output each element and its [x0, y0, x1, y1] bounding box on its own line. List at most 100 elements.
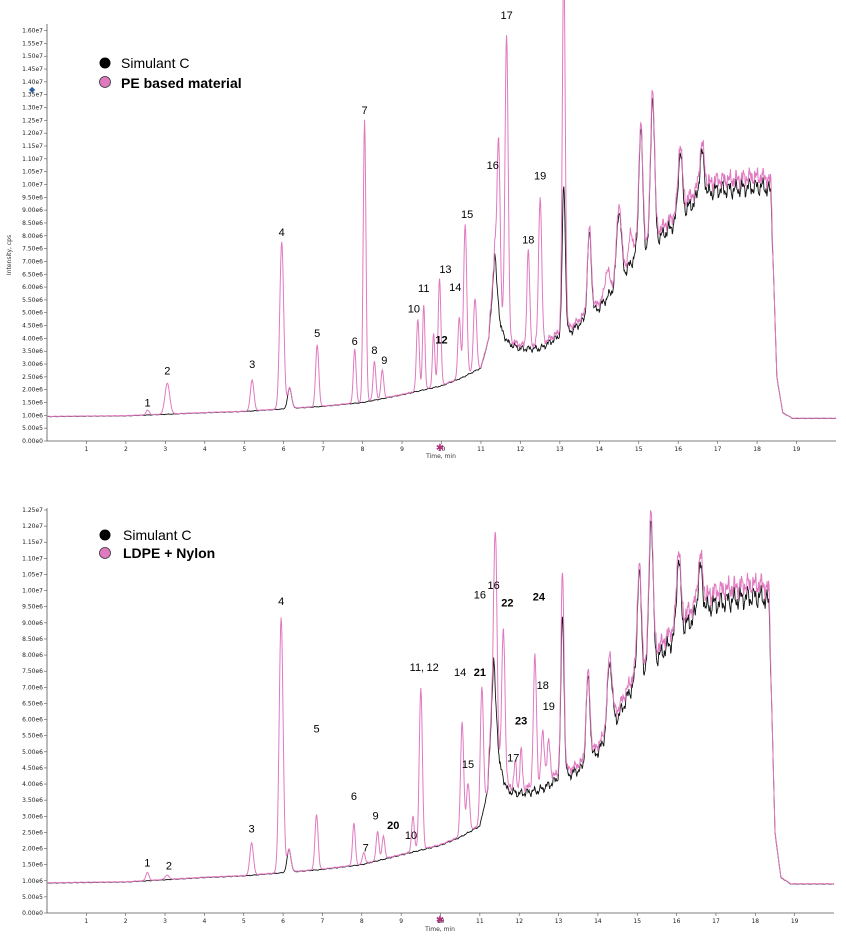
x-tick-label: 1 — [84, 918, 88, 925]
y-tick-label: 5.00e6 — [22, 749, 43, 756]
y-tick-label: 1.45e7 — [22, 66, 43, 73]
x-tick-label: 3 — [163, 446, 167, 453]
x-ticks: 1 2 3 4 5 6 7 8 9 10 11 12 13 14 15 16 17 18 19 — [85, 441, 801, 453]
peak-label: 9 — [373, 811, 379, 823]
y-tick-label: 5.00e6 — [22, 310, 43, 317]
peak-label: 24 — [533, 591, 546, 603]
x-tick-label: 15 — [635, 446, 643, 453]
peak-label: 14 — [449, 282, 461, 294]
y-tick-label: 6.00e6 — [22, 284, 43, 291]
y-ticks: 0.00e0 5.00e5 1.00e6 1.50e6 2.00e6 2.50e6 3.00… — [22, 28, 47, 445]
peak-label: 7 — [363, 843, 369, 855]
y-tick-label: 7.50e6 — [22, 668, 43, 675]
y-tick-label: 8.00e6 — [22, 233, 43, 240]
peak-label: 18 — [522, 234, 534, 246]
legend-marker-simulant-c — [99, 529, 111, 541]
peak-label: 19 — [543, 701, 555, 713]
y-tick-label: 8.00e6 — [22, 652, 43, 659]
peak-label: 6 — [351, 791, 357, 803]
y-tick-label: 6.50e6 — [22, 271, 43, 278]
legend-label-simulant-c: Simulant C — [123, 527, 191, 543]
y-tick-label: 2.50e6 — [22, 374, 43, 381]
y-tick-label: 4.00e6 — [22, 335, 43, 342]
y-tick-label: 8.50e6 — [22, 220, 43, 227]
y-tick-label: 1.00e6 — [22, 412, 43, 419]
y-tick-label: 1.25e7 — [22, 117, 43, 124]
y-tick-label: 1.05e7 — [22, 571, 43, 578]
y-tick-label: 2.50e6 — [22, 829, 43, 836]
y-tick-label: 2.00e6 — [22, 846, 43, 853]
pin-marker-icon[interactable]: ◆ — [29, 85, 36, 94]
x-axis-title: Time, min — [425, 453, 456, 460]
x-tick-label: 18 — [753, 446, 761, 453]
x-tick-label: 4 — [203, 446, 207, 453]
x-ticks: 1 2 3 4 5 6 7 8 9 10 11 12 13 14 15 16 17 18 19 — [84, 913, 799, 925]
y-axis-title: Intensity, cps — [6, 235, 13, 275]
y-tick-label: 4.00e6 — [22, 781, 43, 788]
y-tick-label: 9.50e6 — [22, 604, 43, 611]
x-tick-label: 17 — [712, 918, 720, 925]
peak-label: 2 — [164, 365, 170, 377]
legend: Simulant C LDPE + Nylon — [99, 527, 215, 561]
peak-label: 11 — [418, 283, 429, 295]
y-tick-label: 5.00e5 — [22, 425, 43, 432]
gear-icon[interactable]: ✱ — [436, 443, 444, 454]
x-tick-label: 13 — [556, 446, 564, 453]
y-tick-label: 9.00e6 — [22, 620, 43, 627]
y-tick-label: 1.30e7 — [22, 105, 43, 112]
x-tick-label: 7 — [321, 446, 325, 453]
x-tick-label: 1 — [85, 446, 89, 453]
legend-marker-pe-based-material — [99, 76, 111, 88]
peak-label: 21 — [474, 667, 486, 679]
x-tick-label: 11 — [477, 446, 485, 453]
y-tick-label: 1.35e7 — [22, 92, 43, 99]
x-tick-label: 14 — [595, 446, 603, 453]
peak-label: 11, — [410, 662, 424, 674]
peak-label: 1 — [145, 397, 151, 409]
peak-label: 12 — [427, 662, 439, 674]
x-tick-label: 19 — [791, 918, 799, 925]
y-tick-label: 1.20e7 — [22, 523, 43, 530]
x-tick-label: 7 — [321, 918, 325, 925]
peak-label: 15 — [462, 759, 474, 771]
y-tick-label: 1.60e7 — [22, 28, 43, 35]
peak-label: 15 — [461, 209, 473, 221]
series-pe-based-material — [46, 0, 837, 419]
x-tick-label: 8 — [361, 446, 365, 453]
peak-label: 22 — [501, 598, 513, 610]
x-tick-label: 16 — [673, 918, 681, 925]
y-tick-label: 7.50e6 — [22, 246, 43, 253]
peak-label: 17 — [500, 10, 512, 22]
x-tick-label: 12 — [517, 446, 525, 453]
peak-label: 10 — [408, 304, 420, 316]
peak-label: 5 — [313, 723, 319, 735]
x-tick-label: 8 — [360, 918, 364, 925]
y-tick-label: 3.50e6 — [22, 348, 43, 355]
x-tick-label: 13 — [555, 918, 563, 925]
peak-label: 4 — [278, 596, 284, 608]
x-tick-label: 11 — [476, 918, 484, 925]
x-axis-title: Time, min — [424, 926, 455, 933]
y-tick-label: 8.50e6 — [22, 636, 43, 643]
x-tick-label: 9 — [399, 918, 403, 925]
peak-label: 6 — [352, 336, 358, 348]
peak-label: 3 — [249, 823, 255, 835]
chromatogram-panel-pe: 0.00e0 5.00e5 1.00e6 1.50e6 2.00e6 2.50e6 3.00… — [6, 0, 837, 460]
peak-label: 8 — [371, 345, 377, 357]
peak-label: 4 — [279, 227, 285, 239]
peak-label: 14 — [454, 667, 466, 679]
x-tick-label: 2 — [124, 446, 128, 453]
y-tick-label: 0.00e0 — [22, 910, 43, 917]
y-tick-label: 1.15e7 — [22, 539, 43, 546]
peak-label: 17 — [507, 752, 519, 764]
peak-label: 16 — [487, 160, 499, 172]
y-ticks: 0.00e0 5.00e5 1.00e6 1.50e6 2.00e6 2.50e6 3.00… — [22, 507, 47, 917]
peak-label: 7 — [362, 105, 368, 117]
peak-label: 9 — [381, 355, 387, 367]
y-tick-label: 3.00e6 — [22, 361, 43, 368]
x-tick-label: 4 — [202, 918, 206, 925]
peak-label: 3 — [249, 359, 255, 371]
gear-icon[interactable]: ✱ — [436, 915, 444, 926]
